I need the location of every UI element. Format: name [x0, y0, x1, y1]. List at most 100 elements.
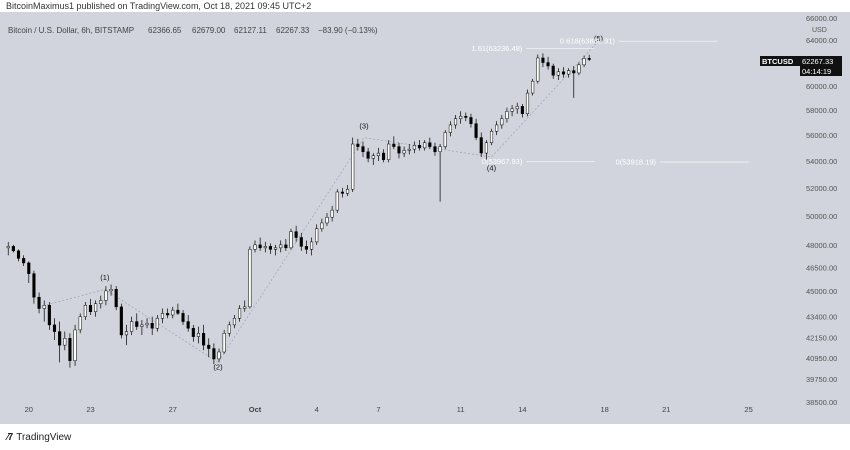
candle-up: [248, 246, 252, 309]
candle-down: [474, 118, 478, 141]
candle-down: [212, 343, 216, 365]
candle-down: [417, 140, 422, 151]
candle-up: [484, 140, 488, 160]
candle-body: [160, 313, 165, 319]
candle-down: [294, 225, 298, 242]
currency-label: USD: [812, 27, 827, 34]
candle-body: [186, 321, 190, 329]
candle-up: [459, 111, 463, 124]
candle-body: [484, 142, 488, 154]
candle-down: [176, 303, 180, 316]
candle-body: [397, 146, 401, 154]
candle-body: [58, 331, 62, 346]
publish-bar: BitcoinMaximus1 published on TradingView…: [0, 0, 850, 12]
candle-body: [412, 145, 416, 150]
candle-body: [140, 324, 144, 327]
candle-body: [505, 111, 509, 119]
candle-body: [284, 244, 288, 249]
candle-up: [320, 218, 324, 232]
candle-body: [469, 117, 473, 124]
candle-body: [294, 231, 298, 238]
candle-body: [232, 318, 236, 326]
candle-up: [274, 244, 278, 256]
fib-level-label: 0(53967.93): [482, 157, 523, 166]
candle-down: [397, 142, 401, 159]
candle-down: [428, 137, 432, 150]
candle-down: [186, 315, 190, 332]
candle-body: [63, 338, 67, 346]
y-tick-label: 58000.00: [806, 106, 837, 115]
candle-body: [387, 143, 391, 160]
candle-up: [453, 114, 458, 129]
candle-down: [572, 65, 576, 98]
tradingview-brand[interactable]: ⁄7 TradingView: [7, 432, 71, 443]
candle-down: [366, 147, 370, 163]
candle-body: [561, 71, 566, 75]
candle-body: [531, 80, 535, 94]
y-tick-label: 42150.00: [806, 333, 837, 342]
candle-body: [243, 306, 247, 309]
x-tick-label: Oct: [249, 405, 262, 414]
candle-body: [191, 327, 195, 337]
candle-body: [428, 142, 432, 147]
fib-level-label: 0(53918.19): [616, 158, 657, 167]
candle-down: [150, 316, 154, 335]
candle-body: [124, 331, 129, 336]
candle-body: [135, 321, 139, 327]
wave-label: (2): [213, 362, 223, 371]
candle-body: [289, 231, 293, 249]
candle-body: [196, 333, 201, 337]
candle-body: [130, 321, 134, 332]
candle-up: [196, 326, 201, 344]
candle-down: [22, 255, 26, 266]
candle-down: [479, 132, 483, 158]
candle-down: [181, 310, 185, 325]
candle-body: [525, 92, 530, 114]
candle-up: [160, 308, 165, 324]
candle-up: [109, 284, 113, 296]
candle-body: [423, 142, 427, 149]
candle-up: [438, 144, 442, 202]
y-tick-label: 56000.00: [806, 131, 837, 140]
candle-body: [479, 137, 483, 154]
candle-up: [582, 55, 586, 68]
candle-body: [572, 70, 576, 74]
candle-down: [27, 261, 31, 283]
candlestick-chart[interactable]: 66000.0064000.0062000.0060000.0058000.00…: [0, 12, 850, 424]
candle-body: [207, 344, 211, 349]
candle-up: [407, 144, 411, 155]
candle-body: [433, 146, 437, 153]
candle-up: [145, 318, 149, 329]
x-tick-label: 4: [315, 405, 319, 414]
x-tick-label: 11: [457, 405, 465, 414]
candle-body: [577, 64, 581, 74]
last-price: 62267.33: [802, 57, 833, 66]
wave-label: (4): [487, 163, 497, 172]
candle-body: [371, 155, 375, 159]
candle-down: [202, 324, 206, 351]
candle-body: [171, 309, 175, 316]
candle-body: [217, 351, 221, 360]
candle-body: [263, 246, 267, 249]
candle-body: [32, 273, 36, 298]
candle-body: [361, 146, 365, 153]
candle-up: [315, 224, 319, 245]
candle-up: [448, 121, 452, 137]
candle-up: [335, 189, 339, 213]
candle-body: [109, 289, 113, 292]
x-tick-label: 18: [600, 405, 608, 414]
candle-body: [551, 65, 555, 76]
chart-area[interactable]: 66000.0064000.0062000.0060000.0058000.00…: [0, 12, 850, 424]
candle-body: [16, 250, 21, 259]
candle-body: [453, 118, 458, 126]
candle-body: [556, 71, 560, 76]
candle-body: [546, 62, 550, 67]
publish-info: BitcoinMaximus1 published on TradingView…: [6, 1, 312, 11]
candle-body: [330, 209, 334, 218]
candle-body: [176, 309, 180, 314]
candle-body: [181, 313, 185, 322]
candle-body: [42, 305, 46, 309]
y-tick-label: 66000.00: [806, 14, 837, 23]
candle-up: [279, 240, 283, 253]
candle-up: [243, 300, 247, 312]
